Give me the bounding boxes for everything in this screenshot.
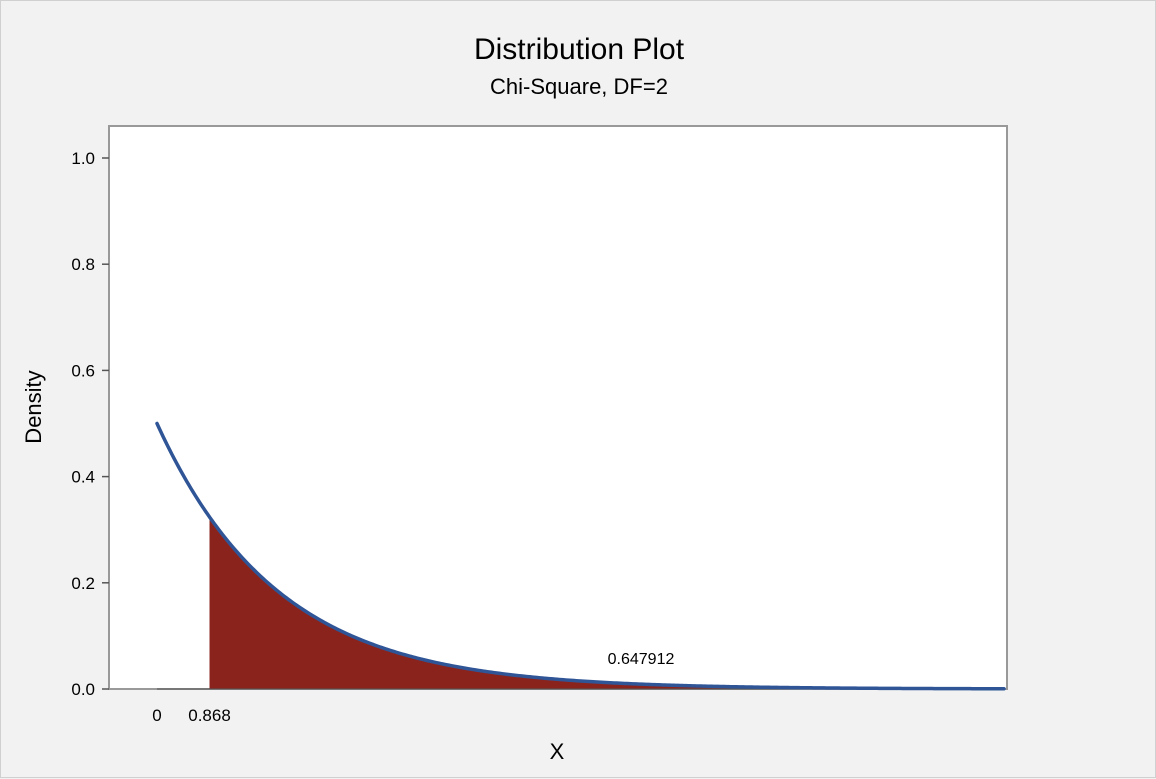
x-tick-label: 0 <box>152 706 161 725</box>
density-curve <box>155 421 1006 691</box>
y-tick-label: 0.0 <box>71 680 95 699</box>
chart-title: Distribution Plot <box>474 33 685 66</box>
shaded-area-label: 0.647912 <box>608 651 675 668</box>
y-tick-label: 0.8 <box>71 255 95 274</box>
y-tick-label: 0.4 <box>71 468 95 487</box>
y-tick-label: 0.6 <box>71 361 95 380</box>
y-axis: 0.0 0.2 0.4 0.6 0.8 1.0 <box>71 149 109 699</box>
chart-marks <box>155 421 1006 691</box>
shaded-area <box>209 516 1004 689</box>
x-axis: 0 0.868 <box>152 706 231 725</box>
x-axis-title: X <box>550 739 565 764</box>
y-axis-title: Density <box>21 370 46 443</box>
y-tick-label: 1.0 <box>71 149 95 168</box>
chart-subtitle: Chi-Square, DF=2 <box>490 74 668 99</box>
y-tick-label: 0.2 <box>71 574 95 593</box>
x-tick-label: 0.868 <box>188 706 231 725</box>
